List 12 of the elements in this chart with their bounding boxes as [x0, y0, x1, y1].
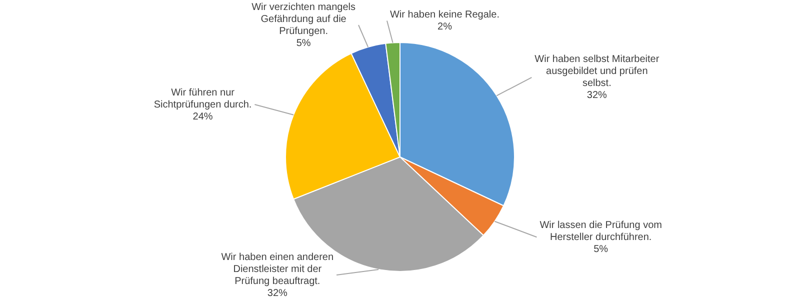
data-label: 2%	[438, 22, 452, 33]
slice-label: Wir lassen die Prüfung vom Hersteller durchführen.	[540, 220, 662, 243]
slice-label: Wir haben keine Regale.	[390, 10, 500, 21]
slice-label: Wir führen nur Sichtprüfungen durch.	[154, 87, 252, 110]
data-label: 32%	[267, 288, 288, 299]
slice-label: Wir haben selbst Mitarbeiter ausgebildet und prüfen selbst.	[534, 54, 660, 90]
data-label: 5%	[296, 38, 311, 49]
data-label: 5%	[594, 244, 608, 255]
slice-label: Wir haben einen anderen Dienstleister mit der Prüfung beauftragt.	[221, 252, 334, 287]
data-label: 32%	[586, 90, 608, 102]
slice-label: Wir verzichten mangels Gefährdung auf die Prüfungen.	[252, 2, 356, 37]
data-label: 24%	[192, 111, 213, 122]
